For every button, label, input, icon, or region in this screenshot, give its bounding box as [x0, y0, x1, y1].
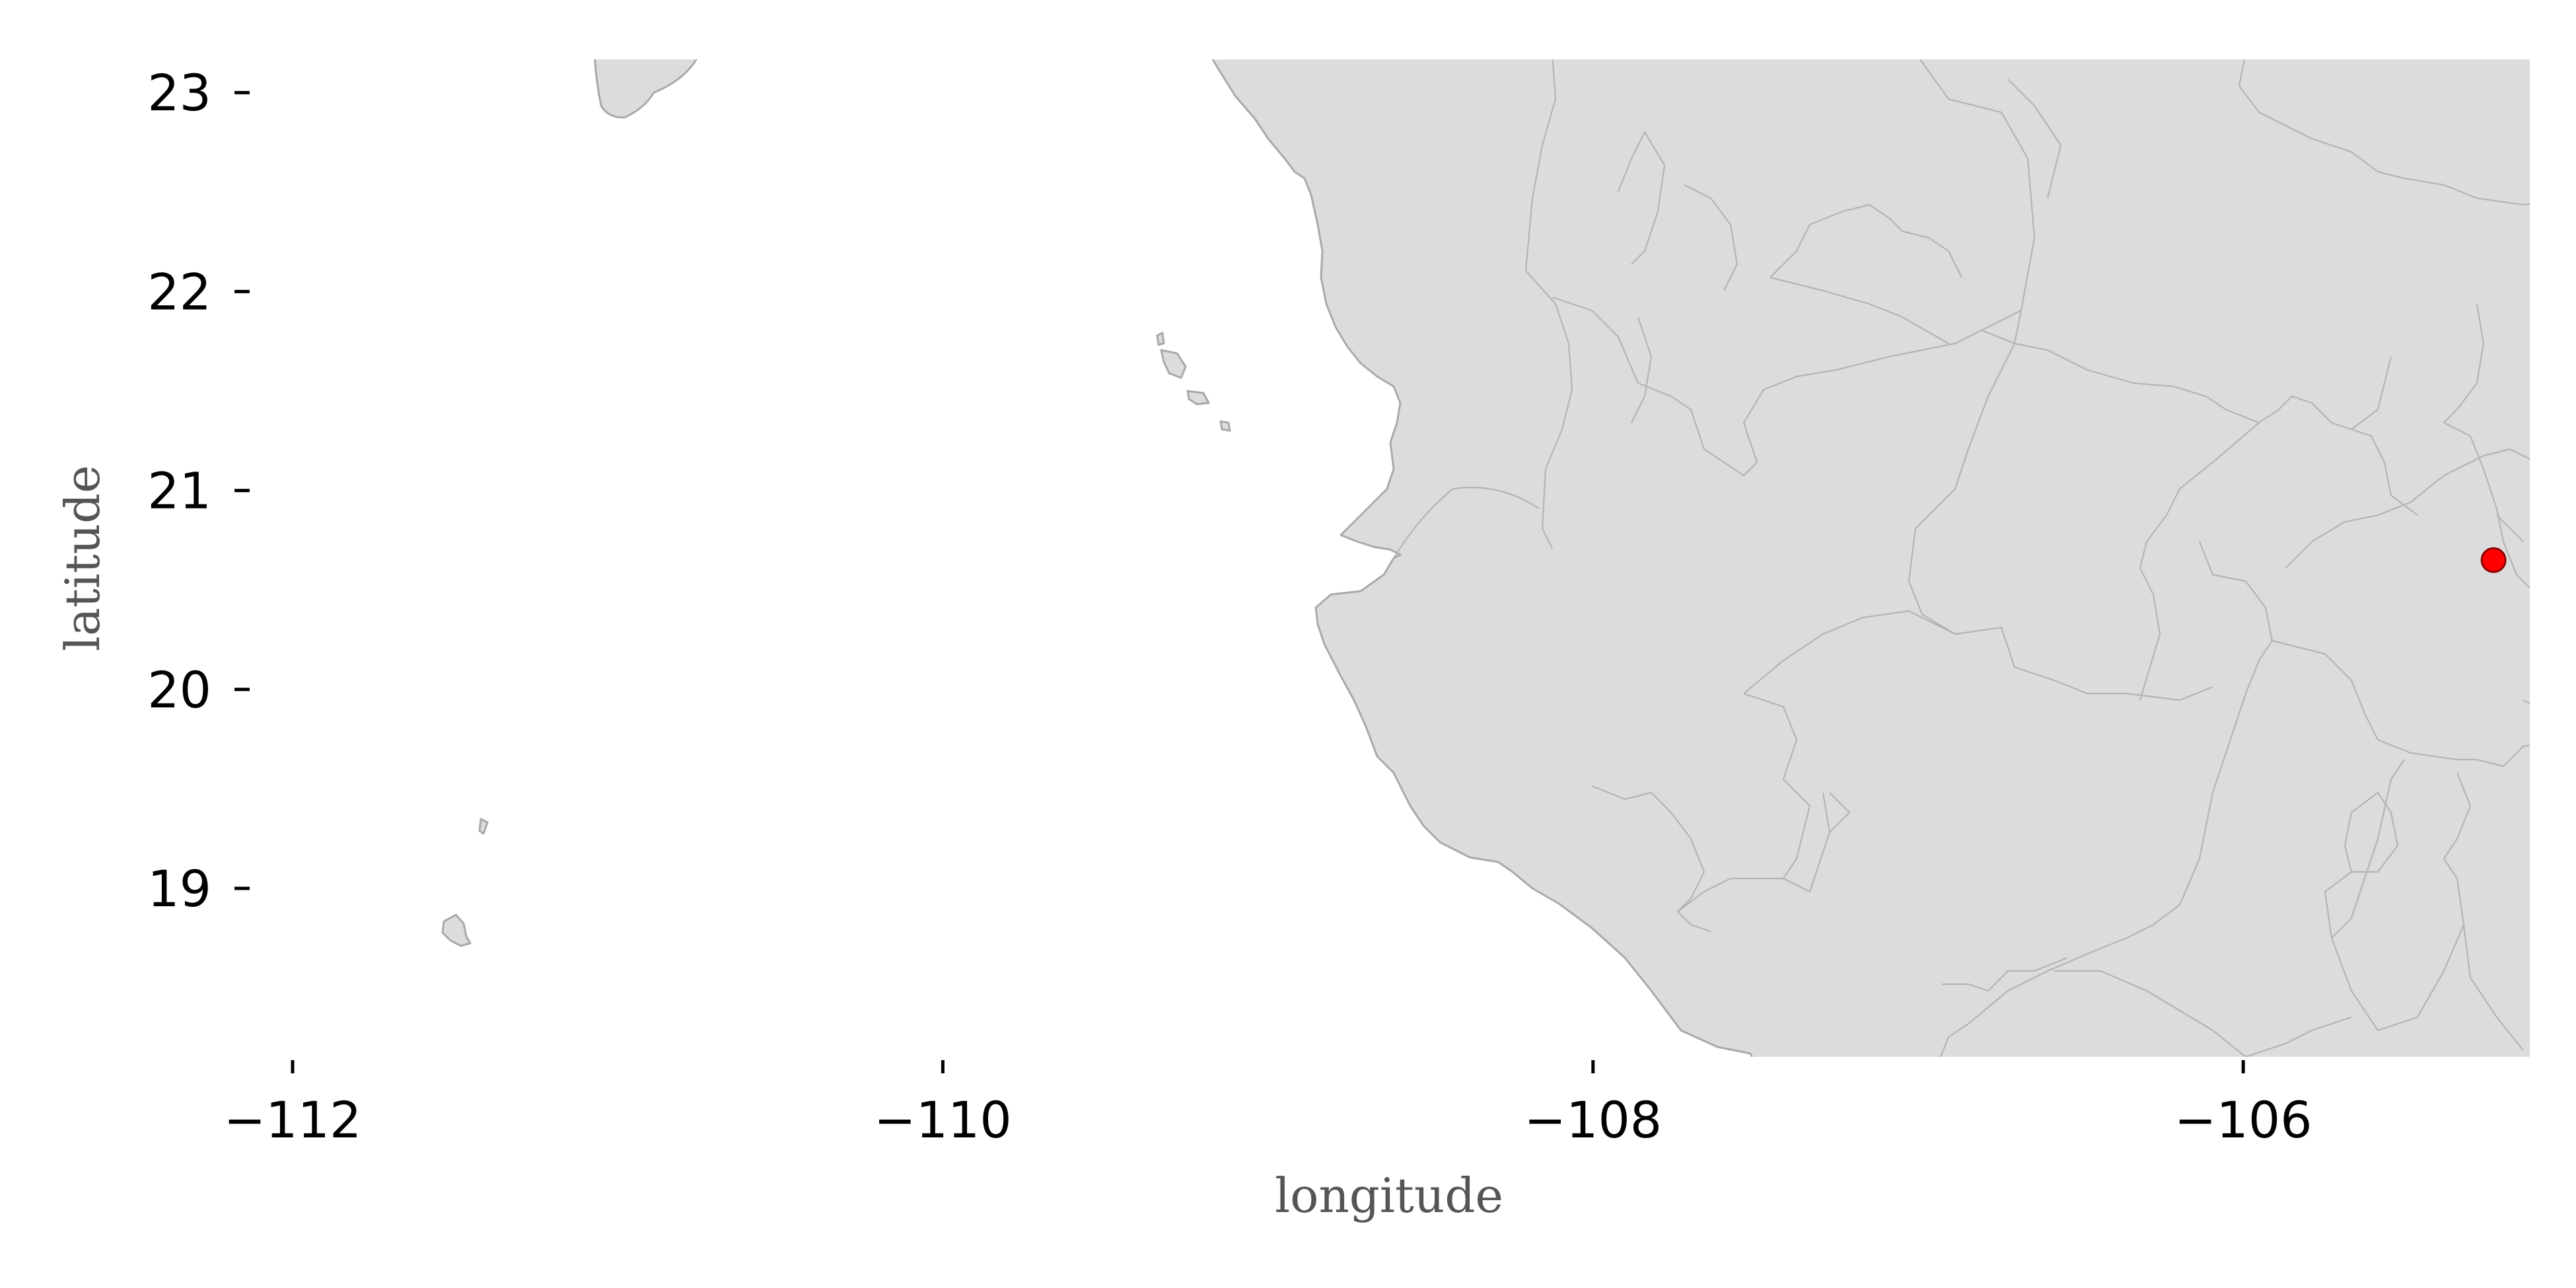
y-tick-label: 21 — [147, 462, 211, 520]
location-marker[interactable] — [2480, 547, 2507, 573]
baja-california-landmass — [594, 59, 698, 119]
map-plot-area[interactable] — [441, 53, 2563, 1123]
x-tick-label: −110 — [874, 1091, 1012, 1149]
x-tick-label: −106 — [2174, 1091, 2312, 1149]
islas-marias-island — [1160, 349, 1187, 379]
y-tick-label: 23 — [147, 63, 211, 122]
y-tick-label: 22 — [147, 262, 211, 321]
y-tick-label: 19 — [147, 859, 211, 918]
x-tick-label: −112 — [224, 1091, 362, 1149]
islas-marias-island — [1186, 390, 1210, 406]
x-axis-label: longitude — [1275, 1168, 1503, 1223]
islas-marias-island — [1156, 332, 1165, 346]
islas-marias-island — [1219, 420, 1231, 432]
x-axis: −112−110−108−106−104−102−100 — [224, 1060, 2312, 1149]
mexico-mainland — [1211, 59, 2530, 1057]
revillagigedo-island — [478, 818, 489, 835]
y-tick-label: 20 — [147, 661, 211, 719]
state-borders — [1393, 59, 2530, 1057]
x-tick-label: −108 — [1524, 1091, 1662, 1149]
revillagigedo-island — [441, 913, 472, 947]
y-axis: 19 20 21 22 23 — [147, 63, 250, 918]
y-axis-label: latitude — [55, 465, 110, 651]
